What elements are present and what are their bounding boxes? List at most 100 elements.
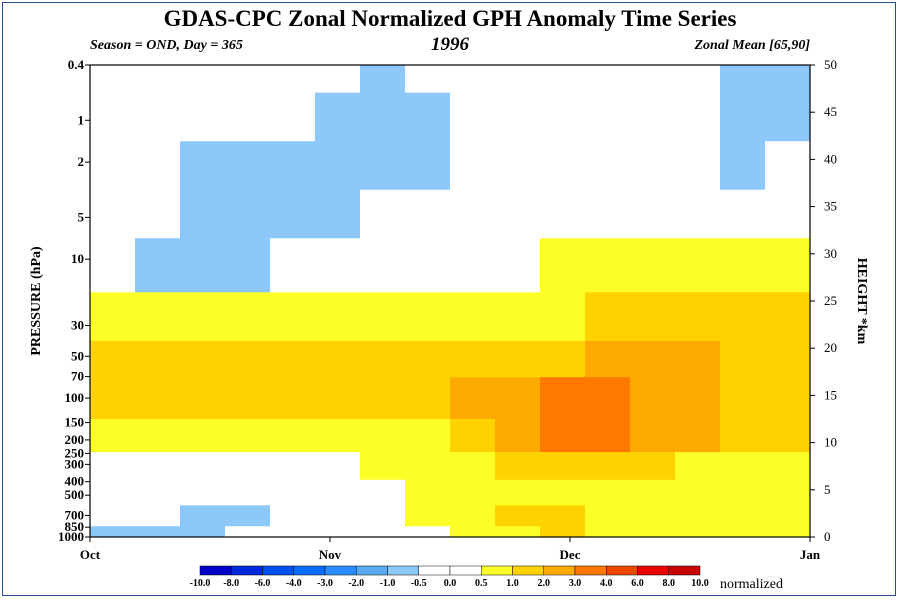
heatmap-cell bbox=[135, 452, 181, 481]
heatmap-cell bbox=[540, 340, 586, 378]
heatmap-cell bbox=[675, 340, 721, 378]
heatmap-cell bbox=[270, 377, 316, 420]
heatmap-cell bbox=[495, 65, 541, 94]
heatmap-cell bbox=[720, 189, 766, 239]
heatmap-cell bbox=[450, 377, 496, 420]
pressure-tick-label: 5 bbox=[78, 209, 85, 224]
heatmap-cell bbox=[405, 92, 451, 142]
heatmap-cell bbox=[675, 377, 721, 420]
heatmap-cell bbox=[225, 292, 271, 342]
heatmap-cell bbox=[765, 292, 811, 342]
heatmap-cell bbox=[495, 141, 541, 191]
heatmap-cell bbox=[180, 65, 226, 94]
heatmap-cell bbox=[765, 505, 811, 527]
heatmap-cell bbox=[360, 526, 406, 538]
heatmap-cell bbox=[225, 526, 271, 538]
colorbar-swatch bbox=[481, 565, 513, 576]
heatmap-cell bbox=[135, 505, 181, 527]
heatmap-cell bbox=[315, 92, 361, 142]
heatmap-cell bbox=[720, 377, 766, 420]
heatmap-cell bbox=[360, 92, 406, 142]
pressure-tick-label: 50 bbox=[71, 348, 84, 363]
colorbar-label: -4.0 bbox=[286, 578, 302, 589]
heatmap-cell bbox=[540, 419, 586, 453]
heatmap-cell bbox=[90, 340, 136, 378]
heatmap-cell bbox=[180, 340, 226, 378]
chart-title: GDAS-CPC Zonal Normalized GPH Anomaly Ti… bbox=[163, 6, 737, 31]
pressure-tick-label: 70 bbox=[71, 369, 84, 384]
colorbar-label: 0.0 bbox=[444, 578, 457, 589]
colorbar-swatch bbox=[606, 565, 638, 576]
heatmap-cell bbox=[360, 419, 406, 453]
height-tick-label: 35 bbox=[824, 199, 837, 214]
heatmap-cell bbox=[405, 189, 451, 239]
heatmap-cell bbox=[270, 238, 316, 293]
heatmap-cell bbox=[675, 505, 721, 527]
heatmap-cell bbox=[315, 526, 361, 538]
heatmap-cell bbox=[315, 479, 361, 506]
year-label: 1996 bbox=[431, 34, 469, 55]
month-tick-label: Nov bbox=[319, 547, 342, 562]
height-tick-label: 50 bbox=[824, 57, 837, 72]
heatmap-cell bbox=[180, 238, 226, 293]
heatmap-cell bbox=[360, 65, 406, 94]
heatmap-cell bbox=[540, 505, 586, 527]
heatmap-cell bbox=[450, 479, 496, 506]
heatmap-cell bbox=[630, 479, 676, 506]
heatmap-cell bbox=[360, 340, 406, 378]
colorbar-label: 0.5 bbox=[475, 578, 488, 589]
heatmap-cell bbox=[540, 189, 586, 239]
pressure-tick-label: 30 bbox=[71, 317, 84, 332]
heatmap-cell bbox=[585, 526, 631, 538]
colorbar-unit-label: normalized bbox=[720, 577, 783, 592]
height-tick-label: 45 bbox=[824, 104, 837, 119]
heatmap-cell bbox=[720, 340, 766, 378]
heatmap-cell bbox=[405, 505, 451, 527]
heatmap-cell bbox=[720, 292, 766, 342]
heatmap-cell bbox=[630, 526, 676, 538]
heatmap-cell bbox=[450, 419, 496, 453]
colorbar-label: -3.0 bbox=[317, 578, 333, 589]
heatmap-cell bbox=[135, 526, 181, 538]
heatmap-cell bbox=[720, 526, 766, 538]
heatmap-cell bbox=[585, 419, 631, 453]
heatmap-cell bbox=[270, 526, 316, 538]
heatmap-cell bbox=[675, 238, 721, 293]
heatmap-cell bbox=[765, 419, 811, 453]
height-tick-label: 25 bbox=[824, 293, 837, 308]
heatmap-cell bbox=[540, 526, 586, 538]
heatmap-cell bbox=[675, 65, 721, 94]
colorbar-swatch bbox=[668, 565, 701, 576]
heatmap-cell bbox=[225, 92, 271, 142]
heatmap-cell bbox=[360, 141, 406, 191]
heatmap-cell bbox=[495, 238, 541, 293]
month-tick-label: Dec bbox=[560, 547, 581, 562]
heatmap-cell bbox=[585, 340, 631, 378]
heatmap-cell bbox=[180, 452, 226, 481]
colorbar-swatch bbox=[262, 565, 294, 576]
colorbar-label: -2.0 bbox=[348, 578, 364, 589]
heatmap-cell bbox=[360, 505, 406, 527]
heatmap-cell bbox=[135, 479, 181, 506]
colorbar-swatch bbox=[418, 565, 451, 576]
heatmap-cell bbox=[765, 238, 811, 293]
heatmap-cell bbox=[135, 238, 181, 293]
height-tick-label: 40 bbox=[824, 151, 837, 166]
heatmap-cell bbox=[405, 292, 451, 342]
pressure-tick-label: 400 bbox=[65, 474, 85, 489]
heatmap-cell bbox=[270, 65, 316, 94]
pressure-tick-label: 1000 bbox=[58, 529, 84, 544]
heatmap-cell bbox=[495, 505, 541, 527]
heatmap-cell bbox=[540, 141, 586, 191]
heatmap-cell bbox=[270, 340, 316, 378]
pressure-tick-label: 250 bbox=[65, 445, 85, 460]
heatmap-cell bbox=[630, 65, 676, 94]
heatmap-cell bbox=[495, 340, 541, 378]
heatmap-cell bbox=[630, 452, 676, 481]
heatmap-cell bbox=[90, 92, 136, 142]
heatmap-cell bbox=[360, 479, 406, 506]
heatmap-cell bbox=[585, 292, 631, 342]
colorbar-label: -10.0 bbox=[190, 578, 211, 589]
heatmap-cell bbox=[675, 419, 721, 453]
heatmap-cell bbox=[720, 92, 766, 142]
